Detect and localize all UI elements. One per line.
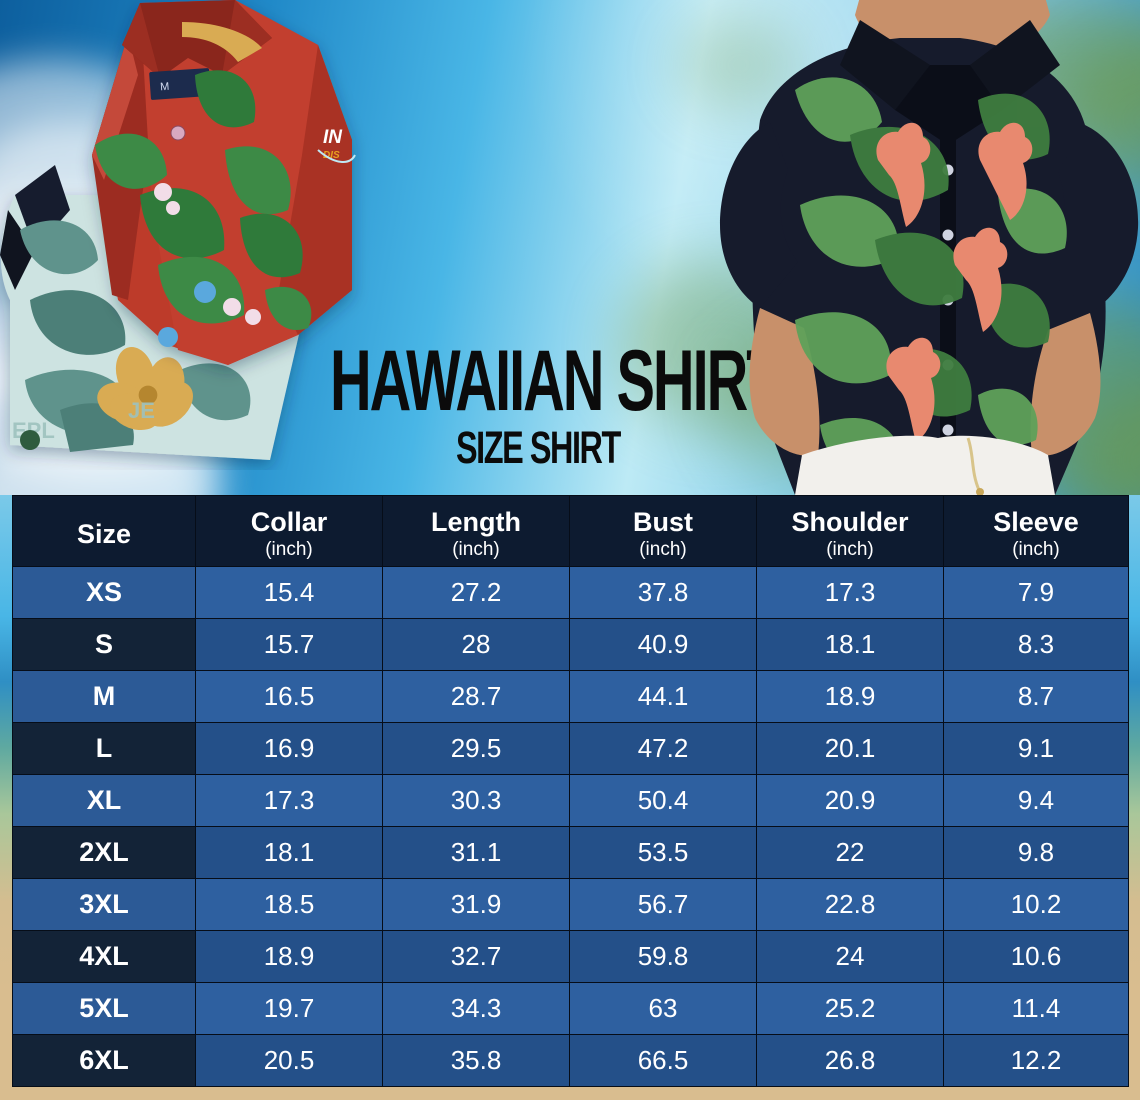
- svg-text:JE: JE: [128, 398, 155, 423]
- svg-text:IN: IN: [323, 127, 343, 148]
- svg-text:M: M: [160, 81, 170, 94]
